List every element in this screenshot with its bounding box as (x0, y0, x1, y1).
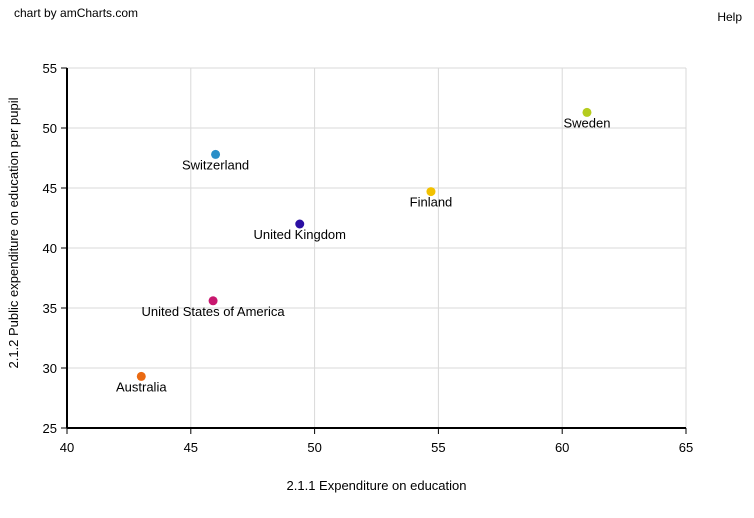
data-point-label: Sweden (563, 115, 610, 130)
y-tick-label: 50 (43, 121, 57, 136)
help-link[interactable]: Help (717, 10, 742, 24)
data-point[interactable] (136, 371, 146, 381)
data-point[interactable] (426, 187, 436, 197)
axes (61, 67, 687, 434)
data-points[interactable]: Sweden Switzerland Finland United Kingdom Un… (116, 107, 610, 395)
chart-credit[interactable]: chart by amCharts.com (14, 6, 139, 20)
x-axis-title: 2.1.1 Expenditure on education (287, 478, 467, 493)
y-tick-label: 30 (43, 361, 57, 376)
x-tick-label: 50 (307, 440, 321, 455)
x-tick-label: 60 (555, 440, 569, 455)
y-tick-label: 35 (43, 301, 57, 316)
y-axis-title: 2.1.2 Public expenditure on education pe… (6, 97, 21, 368)
data-point[interactable] (295, 219, 305, 229)
tick-labels: 40 45 50 55 60 65 25 30 35 40 45 50 55 (43, 61, 694, 455)
x-tick-label: 65 (679, 440, 693, 455)
x-tick-label: 40 (60, 440, 74, 455)
x-tick-label: 55 (431, 440, 445, 455)
data-point-label: Australia (116, 379, 167, 394)
y-tick-label: 25 (43, 421, 57, 436)
data-point-label: Switzerland (182, 157, 249, 172)
y-tick-label: 45 (43, 181, 57, 196)
data-point-label: United States of America (142, 304, 286, 319)
y-tick-label: 55 (43, 61, 57, 76)
data-point[interactable] (582, 107, 592, 117)
x-tick-label: 45 (184, 440, 198, 455)
data-point[interactable] (208, 296, 218, 306)
y-tick-label: 40 (43, 241, 57, 256)
data-point-label: Finland (410, 195, 453, 210)
data-point[interactable] (211, 149, 221, 159)
data-point-label: United Kingdom (253, 227, 346, 242)
